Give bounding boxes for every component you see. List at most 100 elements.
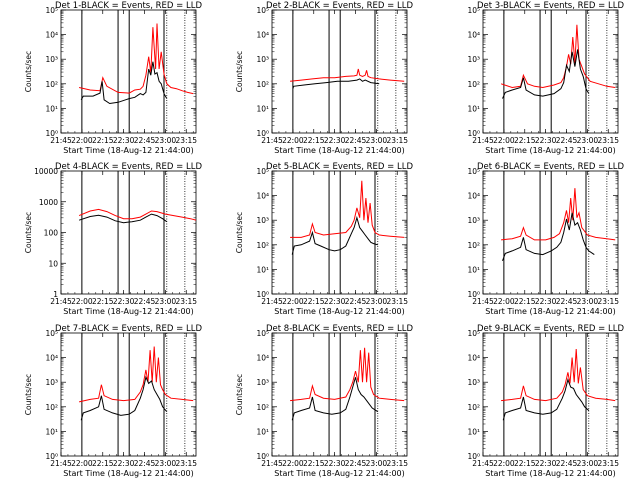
plot-frame	[271, 9, 408, 134]
y-tick-label: 10²	[45, 403, 58, 412]
y-tick-label: 10⁴	[256, 31, 269, 40]
y-tick-label: 10⁰	[256, 452, 269, 461]
y-axis-label: Counts/sec	[235, 212, 244, 253]
panel-title: Det 8-BLACK = Events, RED = LLD	[266, 324, 413, 334]
x-tick-label: 22:00	[282, 136, 304, 145]
x-tick-label: 23:15	[175, 459, 197, 468]
x-tick-label: 23:15	[386, 459, 408, 468]
y-tick-label: 10¹	[256, 427, 269, 436]
x-tick-label: 23:15	[386, 136, 408, 145]
x-tick-label: 22:45	[345, 459, 367, 468]
x-axis-label: Start Time (18-Aug-12 21:44:00)	[485, 469, 616, 478]
y-axis-label: Counts/sec	[24, 51, 33, 92]
plot-frame	[60, 332, 197, 457]
y-tick-label: 10²	[45, 80, 58, 89]
x-tick-label: 21:45	[261, 136, 283, 145]
x-tick-label: 23:15	[597, 459, 619, 468]
y-tick-label: 10⁴	[467, 31, 480, 40]
x-tick-label: 22:15	[303, 459, 325, 468]
x-tick-label: 22:15	[92, 459, 114, 468]
x-tick-label: 21:45	[472, 459, 494, 468]
y-tick-label: 100	[44, 229, 59, 238]
y-tick-label: 10³	[467, 55, 480, 64]
series-lld-line	[290, 180, 405, 238]
y-tick-label: 10²	[256, 80, 269, 89]
y-axis-label: Counts/sec	[235, 51, 244, 92]
x-tick-label: 22:15	[514, 136, 536, 145]
panel-det-4: Det 4-BLACK = Events, RED = LLD 21:45 22:0…	[24, 162, 202, 316]
x-tick-label: 21:45	[261, 297, 283, 306]
x-tick-label: 22:30	[113, 459, 135, 468]
x-tick-label: 22:00	[71, 136, 93, 145]
panel-title: Det 5-BLACK = Events, RED = LLD	[266, 162, 413, 172]
x-tick-label: 22:45	[345, 297, 367, 306]
series-events-line	[502, 49, 590, 99]
x-tick-label: 21:45	[50, 459, 72, 468]
x-tick-label: 23:15	[175, 136, 197, 145]
x-tick-label: 21:45	[472, 297, 494, 306]
y-tick-label: 10¹	[256, 265, 269, 274]
x-axis-label: Start Time (18-Aug-12 21:44:00)	[63, 469, 194, 478]
y-tick-label: 10⁰	[256, 290, 269, 299]
y-tick-label: 10⁵	[256, 329, 269, 338]
series-events-line	[80, 61, 168, 105]
y-tick-label: 10¹	[467, 265, 480, 274]
plot-frame	[60, 170, 197, 295]
x-axis-label: Start Time (18-Aug-12 21:44:00)	[63, 146, 194, 155]
x-tick-label: 22:00	[282, 459, 304, 468]
x-tick-label: 23:15	[386, 297, 408, 306]
x-tick-label: 23:15	[175, 297, 197, 306]
y-tick-label: 10¹	[45, 104, 58, 113]
x-tick-label: 23:00	[366, 297, 388, 306]
x-tick-label: 23:00	[577, 297, 599, 306]
series-events-line	[292, 78, 380, 89]
x-tick-label: 22:00	[71, 297, 93, 306]
y-tick-label: 10¹	[256, 104, 269, 113]
panel-det-8: Det 8-BLACK = Events, RED = LLD 21:45 22:0…	[235, 324, 413, 478]
x-tick-label: 22:00	[493, 297, 515, 306]
x-tick-label: 21:45	[472, 136, 494, 145]
x-tick-label: 21:45	[50, 136, 72, 145]
panel-title: Det 9-BLACK = Events, RED = LLD	[477, 324, 624, 334]
x-axis-label: Start Time (18-Aug-12 21:44:00)	[485, 146, 616, 155]
x-tick-label: 22:15	[92, 297, 114, 306]
x-tick-label: 23:00	[155, 459, 177, 468]
x-tick-label: 22:00	[71, 459, 93, 468]
x-tick-label: 22:45	[134, 459, 156, 468]
y-tick-label: 10⁵	[45, 329, 58, 338]
x-tick-label: 22:15	[303, 297, 325, 306]
series-lld-line	[78, 23, 194, 95]
y-tick-label: 10⁰	[467, 290, 480, 299]
x-tick-label: 22:15	[514, 297, 536, 306]
y-tick-label: 10⁴	[467, 192, 480, 201]
x-axis-label: Start Time (18-Aug-12 21:44:00)	[274, 469, 405, 478]
series-events-line	[291, 377, 379, 421]
y-tick-label: 10⁴	[45, 31, 58, 40]
x-tick-label: 22:45	[556, 459, 578, 468]
panel-det-3: Det 3-BLACK = Events, RED = LLD 21:45 22:0…	[467, 1, 624, 155]
plot-frame	[271, 170, 408, 295]
y-tick-label: 10⁰	[45, 129, 58, 138]
y-tick-label: 10000	[34, 167, 58, 176]
y-tick-label: 10²	[256, 241, 269, 250]
y-tick-label: 10⁰	[45, 452, 58, 461]
y-tick-label: 10⁵	[256, 167, 269, 176]
y-tick-label: 10³	[256, 216, 269, 225]
y-tick-label: 10	[48, 259, 58, 268]
x-tick-label: 22:30	[324, 297, 346, 306]
y-tick-label: 10⁵	[256, 6, 269, 15]
y-tick-label: 10⁵	[45, 6, 58, 15]
series-lld-line	[501, 188, 616, 241]
series-lld-line	[500, 24, 616, 89]
series-lld-line	[78, 346, 194, 403]
y-axis-label: Counts/sec	[24, 212, 33, 253]
x-tick-label: 22:00	[282, 297, 304, 306]
y-tick-label: 10⁵	[467, 6, 480, 15]
series-lld-line	[501, 348, 616, 402]
x-tick-label: 21:45	[261, 459, 283, 468]
x-axis-label: Start Time (18-Aug-12 21:44:00)	[274, 146, 405, 155]
panel-title: Det 2-BLACK = Events, RED = LLD	[266, 1, 413, 11]
x-tick-label: 23:00	[155, 136, 177, 145]
panel-det-1: Det 1-BLACK = Events, RED = LLD 21:45 22:0…	[24, 1, 202, 155]
